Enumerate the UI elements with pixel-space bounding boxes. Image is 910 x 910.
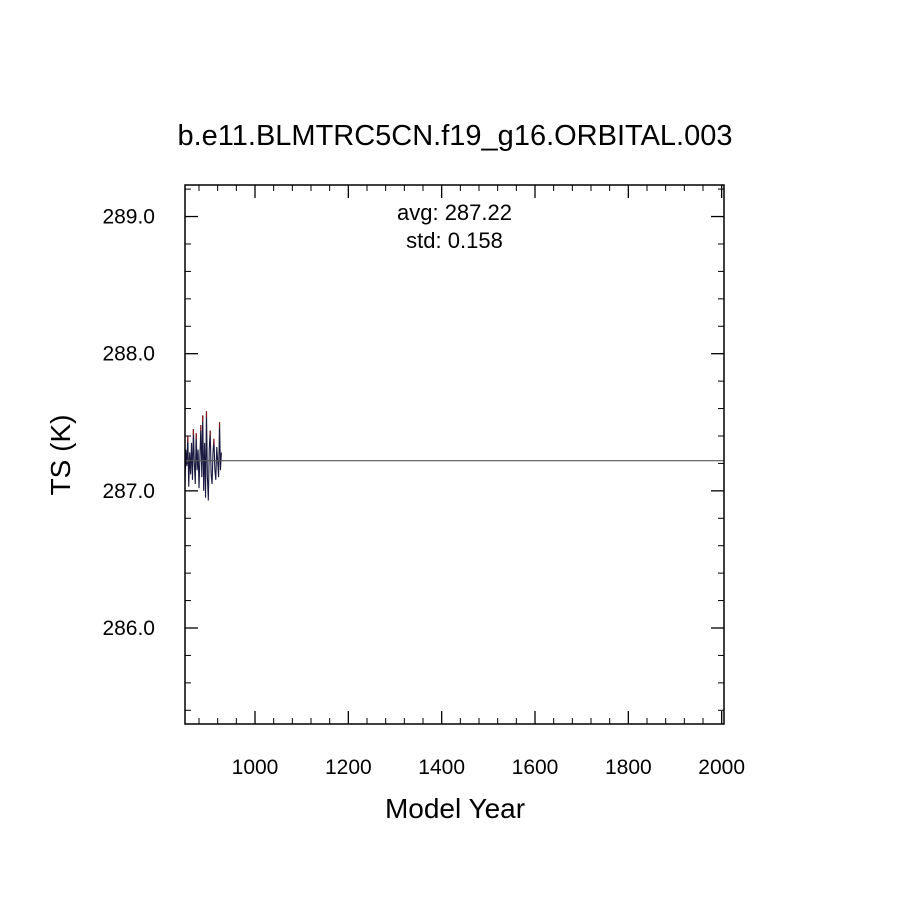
x-tick-label: 1600 xyxy=(512,756,559,779)
plot-area: 286.0 287.0 288.0 289.0 1000 1200 1400 1600 180… xyxy=(102,184,745,779)
y-tick-label: 288.0 xyxy=(102,343,155,366)
std-annotation: std: 0.158 xyxy=(406,228,503,253)
x-tick-label: 1000 xyxy=(232,756,279,779)
y-tick-label: 287.0 xyxy=(102,480,155,503)
x-axis-label: Model Year xyxy=(385,793,525,824)
data-layer xyxy=(184,411,222,501)
plot-frame xyxy=(184,184,725,725)
x-tick-label: 2000 xyxy=(698,756,745,779)
x-tick-label: 1400 xyxy=(418,756,465,779)
series-line xyxy=(184,411,222,501)
chart-title: b.e11.BLMTRC5CN.f19_g16.ORBITAL.003 xyxy=(177,120,732,152)
y-axis-ticks: 286.0 287.0 288.0 289.0 xyxy=(102,188,724,711)
x-tick-label: 1800 xyxy=(605,756,652,779)
y-axis-label: TS (K) xyxy=(45,415,76,496)
avg-annotation: avg: 287.22 xyxy=(397,200,512,225)
x-tick-label: 1200 xyxy=(325,756,372,779)
x-axis-ticks: 1000 1200 1400 1600 1800 2000 xyxy=(198,185,745,779)
y-tick-label: 289.0 xyxy=(102,206,155,229)
y-tick-label: 286.0 xyxy=(102,617,155,640)
